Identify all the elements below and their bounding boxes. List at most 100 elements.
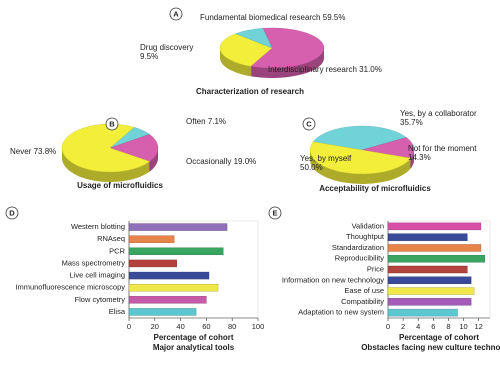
panel-badge bbox=[5, 206, 19, 220]
slice-value: 19.0% bbox=[233, 158, 257, 166]
slice-label: Interdisciplinary research 31.0% bbox=[268, 66, 468, 75]
slice-name: Not for the moment bbox=[408, 145, 477, 153]
bar bbox=[387, 244, 482, 252]
slice-value: 9.5% bbox=[140, 51, 159, 61]
bar bbox=[128, 247, 224, 256]
bar bbox=[387, 233, 468, 241]
y-tick-label: Thoughtput bbox=[346, 232, 385, 241]
x-tick-label: 12 bbox=[474, 322, 482, 331]
bar bbox=[128, 271, 210, 280]
x-tick-label: 20 bbox=[151, 322, 159, 331]
panel-badge bbox=[302, 117, 316, 131]
chart-title-box: Major analytical tools bbox=[152, 344, 235, 352]
x-tick-label: 0 bbox=[386, 322, 390, 331]
x-tick-label: 80 bbox=[228, 322, 236, 331]
slice-value: 35.7% bbox=[400, 117, 423, 127]
slice-name: Yes, by a collaborator bbox=[400, 110, 477, 118]
slice-label-box: Fundamental biomedical research 59.5% bbox=[200, 14, 420, 23]
slice-name: Interdisciplinary research bbox=[268, 66, 357, 74]
slice-value: 14.3% bbox=[408, 152, 431, 162]
bar bbox=[128, 223, 228, 231]
slice-name: Fundamental biomedical research bbox=[200, 14, 321, 22]
y-tick-label: Ease of use bbox=[344, 286, 384, 295]
pie-slice bbox=[219, 33, 273, 67]
y-tick-label: Information on new technology bbox=[282, 275, 384, 284]
slice-label-box: Not for the moment 14.3% bbox=[408, 145, 498, 163]
bar bbox=[128, 259, 177, 268]
slice-label-box: Drug discovery 9.5% bbox=[140, 44, 220, 62]
slice-value: 31.0% bbox=[359, 66, 382, 74]
y-tick-label: Live cell imaging bbox=[70, 271, 125, 280]
bar bbox=[387, 276, 472, 284]
x-axis-label: Percentage of cohort bbox=[399, 333, 479, 342]
y-tick-label: Western blotting bbox=[71, 222, 125, 231]
slice-label: Never 73.8% bbox=[10, 148, 80, 157]
x-tick-label: 60 bbox=[202, 322, 210, 331]
bar bbox=[387, 308, 458, 317]
pie-slice bbox=[109, 134, 159, 162]
slice-name: Never bbox=[10, 148, 32, 156]
panel-badge bbox=[105, 117, 119, 131]
x-axis-label: Percentage of cohort bbox=[153, 333, 233, 342]
slice-label: Often 7.1% bbox=[186, 118, 266, 127]
slice-name: Drug discovery bbox=[140, 44, 194, 52]
slice-name: Yes, by myself bbox=[300, 155, 352, 163]
bar bbox=[128, 283, 219, 292]
chart-title: Characterization of research bbox=[196, 87, 304, 96]
panel-badge bbox=[268, 206, 282, 220]
slice-value: 50.0% bbox=[300, 162, 323, 172]
x-tick-label: 100 bbox=[252, 322, 265, 331]
chart-title-box: Obstacles facing new culture technology bbox=[361, 344, 500, 352]
x-tick-label: 10 bbox=[459, 322, 467, 331]
y-tick-label: Reproducibility bbox=[335, 254, 384, 263]
bar bbox=[387, 255, 485, 263]
y-tick-label: Validation bbox=[352, 221, 384, 230]
slice-label-box: Never 73.8% bbox=[10, 148, 80, 157]
pie-slice bbox=[250, 27, 325, 69]
y-tick-label: Flow cytometry bbox=[75, 295, 126, 304]
chart-title: Major analytical tools bbox=[152, 344, 235, 352]
y-tick-label: Standardization bbox=[332, 243, 384, 252]
panel-label: A bbox=[173, 9, 179, 18]
slice-label: Drug discovery 9.5% bbox=[140, 44, 220, 62]
slice-label: Yes, by a collaborator 35.7% bbox=[400, 110, 500, 128]
y-tick-label: Elisa bbox=[109, 307, 126, 316]
panel-label: D bbox=[9, 208, 15, 217]
y-tick-label: Price bbox=[367, 264, 384, 273]
bar bbox=[387, 298, 472, 306]
panel-badge bbox=[169, 7, 183, 21]
slice-label: Fundamental biomedical research 59.5% bbox=[200, 14, 420, 23]
bar bbox=[387, 222, 482, 231]
panel-label: C bbox=[306, 119, 312, 128]
chart-title: Usage of microfluidics bbox=[77, 181, 163, 190]
y-tick-label: Mass spectrometry bbox=[62, 258, 126, 267]
bar bbox=[387, 287, 475, 295]
slice-label: Not for the moment 14.3% bbox=[408, 145, 498, 163]
x-tick-label: 4 bbox=[416, 322, 420, 331]
x-tick-label: 6 bbox=[431, 322, 435, 331]
bar bbox=[128, 308, 197, 316]
y-tick-label: RNAseq bbox=[97, 234, 125, 243]
chart-title: Acceptability of microfluidics bbox=[319, 184, 431, 193]
slice-name: Often bbox=[186, 118, 206, 126]
slice-label-box: Often 7.1% bbox=[186, 118, 266, 127]
y-tick-label: PCR bbox=[109, 246, 125, 255]
slice-value: 7.1% bbox=[207, 118, 227, 126]
slice-label: Yes, by myself 50.0% bbox=[300, 155, 356, 173]
slice-value: 73.8% bbox=[33, 148, 57, 156]
pie-slice bbox=[309, 141, 412, 175]
x-tick-label: 40 bbox=[176, 322, 184, 331]
pie-slice bbox=[235, 28, 273, 49]
panel-label: B bbox=[109, 119, 115, 128]
slice-label: Occasionally 19.0% bbox=[186, 158, 296, 167]
slice-value: 59.5% bbox=[322, 14, 346, 22]
slice-name: Occasionally bbox=[186, 158, 232, 166]
bar bbox=[128, 296, 207, 304]
chart-title: Obstacles facing new culture technology bbox=[361, 344, 500, 352]
x-tick-label: 2 bbox=[401, 322, 405, 331]
panel-label: E bbox=[272, 208, 277, 217]
slice-label-box: Yes, by myself 50.0% bbox=[300, 155, 356, 173]
bar bbox=[387, 265, 468, 274]
x-tick-label: 8 bbox=[446, 322, 450, 331]
